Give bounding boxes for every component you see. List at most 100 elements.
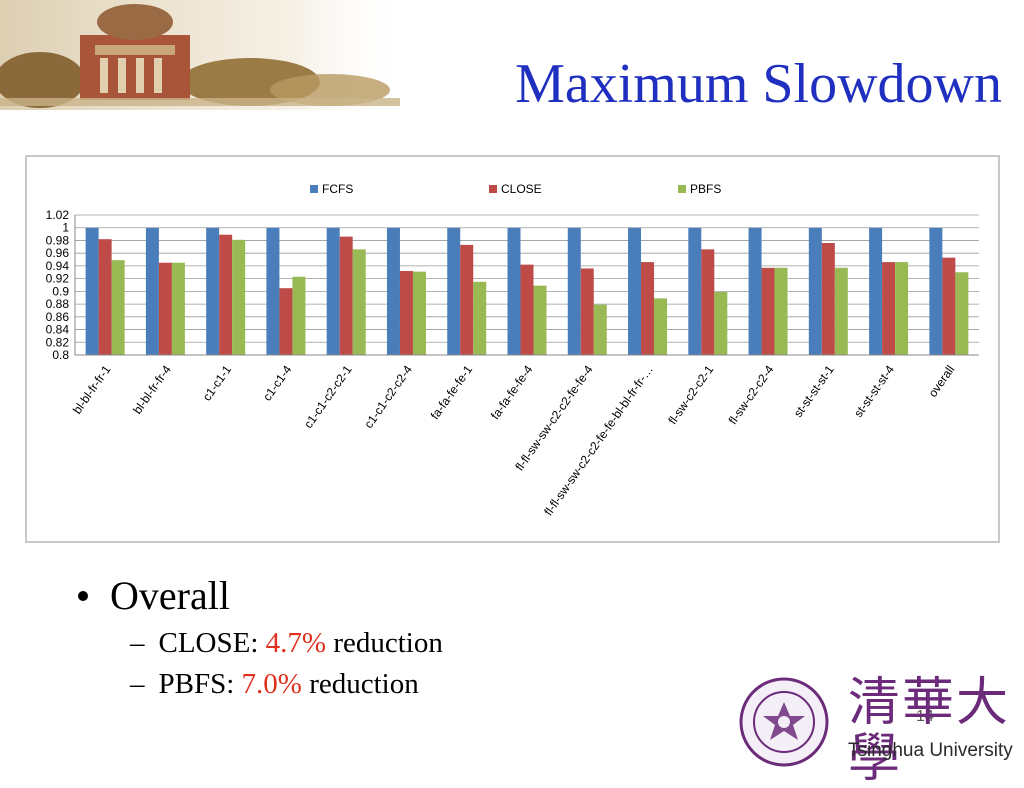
y-tick-label: 0.98 [46,233,70,247]
sub-bullet-prefix: PBFS: [158,668,242,700]
bar-fcfs [808,227,822,355]
bar-close [821,243,835,355]
legend-swatch-fcfs [310,185,318,193]
sub-bullet-suffix: reduction [301,668,419,700]
sub-bullet-highlight: 7.0% [241,668,302,700]
bar-pbfs [593,304,607,355]
bar-close [158,262,172,355]
x-tick-label: fa-fa-fe-fe-1 [428,362,476,422]
y-axis: 0.80.820.840.860.880.90.920.940.960.9811… [46,208,76,362]
y-tick-label: 0.9 [52,284,69,298]
x-tick-label: c1-c1-1 [200,362,235,403]
bullet-overall: Overall [78,572,443,619]
bar-pbfs [955,272,969,355]
bar-pbfs [352,249,366,355]
bar-pbfs [895,262,909,355]
tsinghua-seal-icon [728,676,1024,768]
bar-close [460,244,474,355]
chart-svg: FCFS CLOSE PBFS 0.80.820.840.860.880.90.92… [46,182,979,518]
bar-fcfs [748,227,762,355]
y-tick-label: 0.96 [46,246,70,260]
bullet-list: Overall – CLOSE: 4.7% reduction – PBFS: … [78,572,443,701]
bar-fcfs [326,227,340,355]
bar-fcfs [447,227,461,355]
x-tick-label: fl-fl-sw-sw-c2-c2-fe-fe-bl-bl-fr-fr-… [541,363,656,518]
bar-close [219,234,233,355]
bar-close [98,239,112,355]
bar-pbfs [111,260,125,355]
y-tick-label: 0.8 [52,348,69,362]
x-tick-label: overall [926,363,958,400]
sub-bullet-highlight: 4.7% [265,627,327,659]
bar-pbfs [774,267,788,355]
page-number: 14 [916,708,934,725]
bar-pbfs [171,262,185,355]
x-tick-label: fl-sw-c2-c2-1 [665,362,716,427]
bar-close [882,262,896,355]
bullet-dot-icon [78,590,88,601]
bar-chart: FCFS CLOSE PBFS 0.8 0.82 0.84 0.86 0.88 0.9 0.92… [25,155,1000,543]
y-tick-label: 0.92 [46,272,70,286]
bar-close [399,271,413,355]
bar-fcfs [507,227,521,355]
dash-icon: – [130,668,145,700]
bar-fcfs [266,227,280,355]
bar-fcfs [869,227,883,355]
x-tick-label: fa-fa-fe-fe-4 [488,362,536,422]
legend-swatch-close [489,185,497,193]
x-axis: bl-bl-fr-fr-1 bl-bl-fr-fr-4 c1-c1-1 c1-c1-4… [70,354,979,518]
x-tick-label: c1-c1-c2-c2-1 [301,362,355,430]
bars [85,227,969,355]
bar-close [339,236,353,355]
bar-fcfs [688,227,702,355]
sub-bullet-suffix: reduction [326,627,443,659]
x-tick-label: st-st-st-st-4 [851,362,897,419]
x-tick-label: c1-c1-4 [260,362,295,403]
y-tick-label: 0.82 [46,335,70,349]
sub-bullet-close: – CLOSE: 4.7% reduction [130,627,443,660]
y-tick-label: 0.86 [46,310,70,324]
bar-close [520,264,534,355]
legend-label-fcfs: FCFS [322,182,353,196]
bar-close [942,257,956,355]
legend-label-pbfs: PBFS [690,182,721,196]
sub-bullet-pbfs: – PBFS: 7.0% reduction [130,668,443,701]
bar-pbfs [232,239,246,355]
bar-pbfs [533,285,547,355]
x-tick-label: bl-bl-fr-fr-4 [130,362,174,416]
y-tick-label: 0.84 [46,323,70,337]
bar-pbfs [292,276,306,355]
legend-swatch-pbfs [678,185,686,193]
bar-fcfs [206,227,220,355]
y-tick-label: 0.88 [46,297,70,311]
bar-close [641,262,655,355]
chart-legend: FCFS CLOSE PBFS [310,182,721,196]
bar-fcfs [628,227,642,355]
bar-pbfs [834,267,848,355]
bar-pbfs [473,281,487,355]
bar-fcfs [929,227,943,355]
bar-pbfs [654,298,668,355]
slide-title: Maximum Slowdown [515,53,1002,115]
bar-fcfs [145,227,159,355]
bar-close [701,249,715,355]
sub-bullet-prefix: CLOSE: [158,627,266,659]
bar-fcfs [85,227,99,355]
y-tick-label: 1.02 [46,208,70,222]
y-tick-label: 1 [62,221,69,235]
x-tick-label: st-st-st-st-1 [791,362,837,419]
bar-fcfs [386,227,400,355]
bar-fcfs [567,227,581,355]
x-tick-label: bl-bl-fr-fr-1 [70,362,114,416]
x-tick-label: c1-c1-c2-c2-4 [361,362,415,430]
campus-banner-image [0,0,410,110]
tsinghua-english-name: Tsinghua University [848,740,1013,761]
bar-close [580,268,594,355]
bar-pbfs [714,292,728,355]
bar-close [279,288,293,355]
bar-pbfs [412,271,426,355]
y-tick-label: 0.94 [46,259,70,273]
x-tick-label: fl-sw-c2-c2-4 [726,362,777,427]
legend-label-close: CLOSE [501,182,542,196]
tsinghua-chinese-logotype: 清華大學 [848,675,1011,788]
